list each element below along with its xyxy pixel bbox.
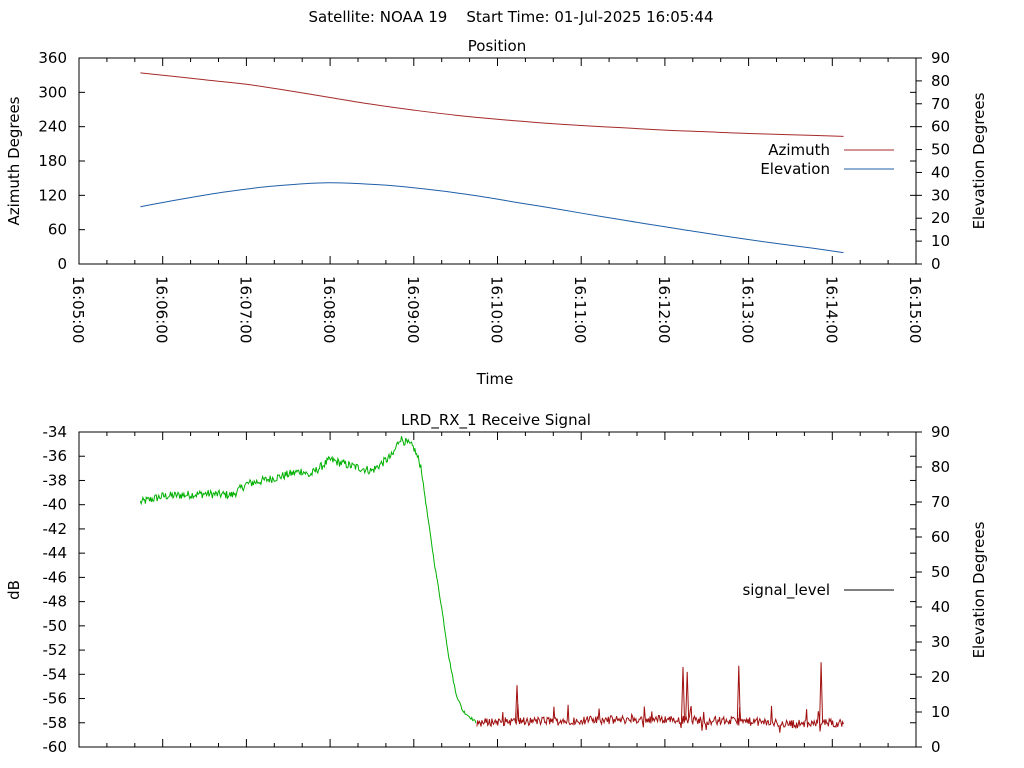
position-y-tick-label: 360: [38, 49, 67, 67]
position-y-axis: 360 300 240 180 120 60 0: [38, 49, 916, 273]
signal-y-tick-label: -56: [43, 690, 68, 708]
signal-y2-tick-label: 30: [931, 633, 950, 651]
position-x-tick-label: 16:11:00: [571, 276, 589, 343]
position-y2-tick-label: 90: [931, 49, 950, 67]
signal-y-tick-label: -38: [43, 471, 68, 489]
signal-y2-tick-label: 20: [931, 668, 950, 686]
signal-spike: [819, 662, 824, 724]
signal-y2-tick-label: 40: [931, 598, 950, 616]
position-y-tick-label: 240: [38, 118, 67, 136]
position-legend-label: Azimuth: [768, 141, 830, 159]
signal-y-tick-label: -46: [43, 568, 68, 586]
position-title: Position: [468, 37, 526, 55]
position-y2-label: Elevation Degrees: [970, 92, 988, 229]
signal-y-label: dB: [5, 580, 23, 600]
signal-y-tick-label: -52: [43, 641, 68, 659]
position-y2-tick-label: 70: [931, 95, 950, 113]
position-x-tick-label: 16:13:00: [739, 276, 757, 343]
position-y2-tick-label: 40: [931, 163, 950, 181]
position-x-tick-label: 16:09:00: [404, 276, 422, 343]
position-y2-tick-label: 30: [931, 186, 950, 204]
signal-y2-tick-label: 60: [931, 528, 950, 546]
signal-y2-tick-label: 10: [931, 703, 950, 721]
signal-spike: [515, 685, 519, 722]
position-x-tick-label: 16:10:00: [488, 276, 506, 343]
signal-legend-label: signal_level: [742, 581, 830, 600]
position-x-label: Time: [476, 370, 514, 388]
signal-x-axis: [78, 432, 917, 747]
signal-spike: [685, 671, 690, 720]
position-x-tick-label: 16:07:00: [236, 276, 254, 343]
position-y2-axis: 90 80 70 60 50 40 30 20 10 0: [916, 49, 950, 273]
position-series-azimuth-line: [140, 72, 844, 137]
signal-legend: signal_level: [742, 581, 894, 600]
signal-y2-tick-label: 0: [931, 738, 941, 756]
position-y2-tick-label: 80: [931, 72, 950, 90]
signal-y-tick-label: -58: [43, 714, 68, 732]
signal-y-tick-label: -40: [43, 496, 68, 514]
position-y-tick-label: 60: [48, 221, 67, 239]
signal-series-red-line: [476, 704, 844, 733]
signal-series: [139, 436, 844, 733]
signal-y2-tick-label: 50: [931, 563, 950, 581]
signal-y-tick-label: -60: [43, 738, 68, 756]
position-y-tick-label: 120: [38, 186, 67, 204]
signal-y2-tick-label: 80: [931, 458, 950, 476]
signal-y-tick-label: -54: [43, 665, 68, 683]
position-y-tick-label: 180: [38, 152, 67, 170]
signal-y-tick-label: -36: [43, 447, 68, 465]
signal-y-tick-label: -48: [43, 593, 68, 611]
chart-header-title: Satellite: NOAA 19 Start Time: 01-Jul-20…: [309, 8, 714, 26]
signal-y2-label: Elevation Degrees: [970, 521, 988, 658]
position-legend-label: Elevation: [760, 160, 830, 178]
position-x-axis: 16:05:00 16:06:00 16:07:00 16:08:00 16:09:00…: [69, 58, 924, 343]
position-x-tick-label: 16:14:00: [822, 276, 840, 343]
signal-y-tick-label: -50: [43, 617, 68, 635]
position-y-tick-label: 300: [38, 83, 67, 101]
position-y-tick-label: 0: [57, 255, 67, 273]
signal-panel: LRD_RX_1 Receive Signal -34-36-38-40-42-…: [5, 411, 988, 756]
position-x-tick-label: 16:06:00: [153, 276, 171, 343]
position-series: [140, 72, 844, 254]
signal-spike: [681, 666, 685, 720]
signal-y-axis: -34 -36 -38 -40 -42 -44 -46 -48 -50 -52 -54 -56 -58 -…: [43, 423, 916, 756]
position-y2-tick-label: 60: [931, 118, 950, 136]
signal-y2-axis: 90 80 70 60 50 40 30 20 10 0: [916, 423, 950, 756]
position-x-tick-label: 16:15:00: [906, 276, 924, 343]
position-x-tick-label: 16:12:00: [655, 276, 673, 343]
signal-y-tick-label: -44: [43, 544, 68, 562]
signal-y-tick-label: -34: [43, 423, 68, 441]
signal-y2-tick-label: 70: [931, 493, 950, 511]
position-y2-tick-label: 20: [931, 209, 950, 227]
position-y2-tick-label: 50: [931, 141, 950, 159]
position-series-elevation-line: [140, 182, 844, 254]
position-y2-tick-label: 10: [931, 232, 950, 250]
signal-y-tick-label: -42: [43, 520, 68, 538]
signal-title: LRD_RX_1 Receive Signal: [401, 411, 591, 430]
signal-spike: [736, 665, 741, 722]
position-x-tick-label: 16:05:00: [69, 276, 87, 343]
position-y-label: Azimuth Degrees: [5, 96, 23, 225]
signal-y2-tick-label: 90: [931, 423, 950, 441]
position-x-tick-label: 16:08:00: [320, 276, 338, 343]
position-y2-tick-label: 0: [931, 255, 941, 273]
signal-series-green-line: [139, 436, 477, 724]
